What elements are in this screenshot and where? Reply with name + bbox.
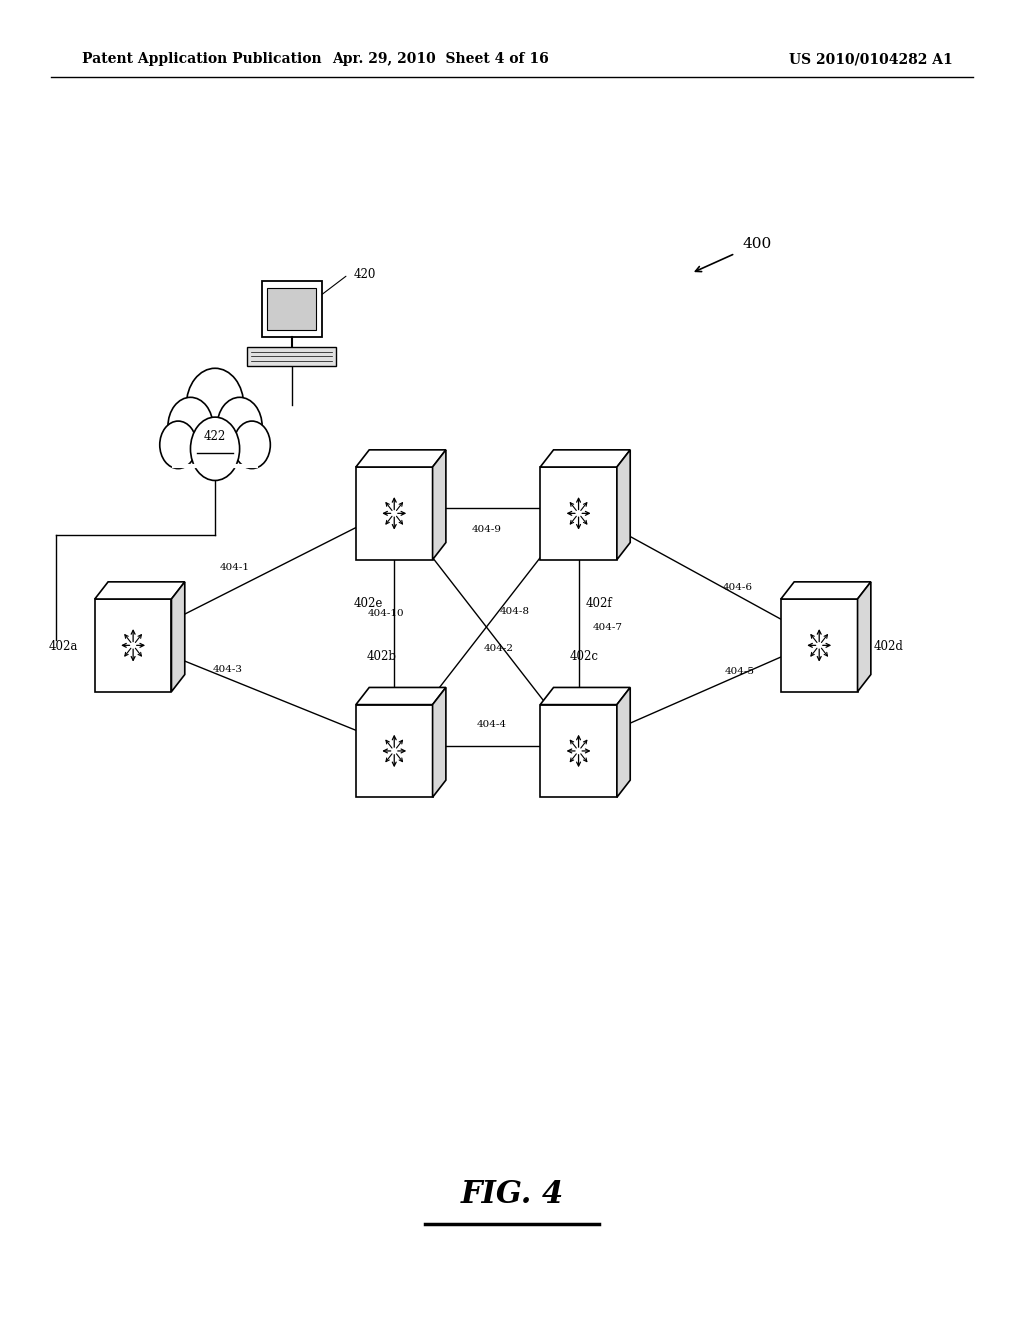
Polygon shape	[95, 582, 184, 599]
Polygon shape	[432, 450, 445, 560]
Text: 404-4: 404-4	[476, 721, 507, 729]
Text: 402f: 402f	[586, 597, 612, 610]
Text: 422: 422	[204, 430, 226, 444]
Text: 404-8: 404-8	[500, 607, 530, 615]
Polygon shape	[356, 688, 445, 705]
Text: 404-7: 404-7	[592, 623, 623, 631]
Circle shape	[217, 397, 262, 455]
Polygon shape	[541, 450, 630, 467]
FancyBboxPatch shape	[356, 705, 432, 797]
Text: 404-6: 404-6	[723, 583, 753, 591]
FancyBboxPatch shape	[247, 347, 336, 366]
Circle shape	[168, 397, 213, 455]
Circle shape	[190, 417, 240, 480]
Text: FIG. 4: FIG. 4	[461, 1179, 563, 1210]
Text: 420: 420	[353, 268, 376, 281]
Polygon shape	[616, 688, 630, 797]
Polygon shape	[171, 582, 184, 692]
Circle shape	[160, 421, 197, 469]
FancyBboxPatch shape	[267, 288, 316, 330]
Text: 404-5: 404-5	[725, 668, 755, 676]
Text: 404-3: 404-3	[213, 665, 243, 673]
Text: 402d: 402d	[873, 640, 904, 653]
Text: 402b: 402b	[367, 649, 397, 663]
Text: 402a: 402a	[49, 640, 78, 653]
FancyBboxPatch shape	[541, 467, 616, 560]
Text: 404-2: 404-2	[483, 644, 514, 652]
FancyBboxPatch shape	[541, 705, 616, 797]
Text: 402e: 402e	[354, 597, 383, 610]
Circle shape	[233, 421, 270, 469]
Polygon shape	[356, 450, 445, 467]
Polygon shape	[781, 582, 870, 599]
Circle shape	[186, 368, 244, 442]
Polygon shape	[616, 450, 630, 560]
Text: US 2010/0104282 A1: US 2010/0104282 A1	[788, 53, 952, 66]
Polygon shape	[541, 688, 630, 705]
Text: Patent Application Publication: Patent Application Publication	[82, 53, 322, 66]
Polygon shape	[432, 688, 445, 797]
Text: 404-10: 404-10	[368, 610, 404, 618]
Text: 402c: 402c	[569, 649, 598, 663]
Text: 400: 400	[742, 238, 772, 251]
FancyBboxPatch shape	[781, 599, 857, 692]
Polygon shape	[857, 582, 870, 692]
FancyBboxPatch shape	[356, 467, 432, 560]
Text: Apr. 29, 2010  Sheet 4 of 16: Apr. 29, 2010 Sheet 4 of 16	[332, 53, 549, 66]
Text: 404-9: 404-9	[471, 525, 502, 533]
Text: 404-1: 404-1	[220, 564, 250, 572]
FancyBboxPatch shape	[262, 281, 322, 337]
FancyBboxPatch shape	[95, 599, 171, 692]
